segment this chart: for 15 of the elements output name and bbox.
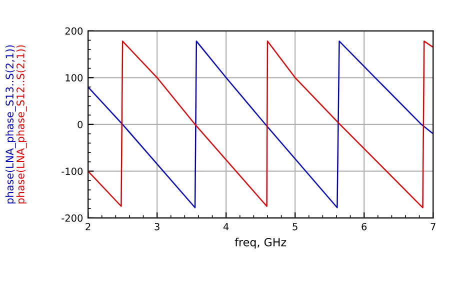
y-tick-label: 200 (65, 27, 83, 35)
text: phase(LNA_phase_S12..S(2,1)) (16, 45, 27, 204)
text: phase(LNA_phase_S13..S(2,1)) (5, 45, 16, 204)
x-tick-label: 4 (223, 223, 229, 230)
y-tick-label: 0 (78, 120, 83, 128)
x-tick-label: 6 (362, 222, 367, 230)
x-tick-label: 5 (292, 223, 298, 230)
x-tick-label: 7 (430, 223, 436, 230)
x-axis-title: freq, GHz (234, 238, 286, 249)
y-tick-label: -100 (62, 168, 83, 176)
y-tick-label: 100 (66, 74, 83, 82)
line-series (88, 40, 434, 208)
x-tick-label: 2 (86, 222, 90, 230)
y-tick-label: -200 (62, 214, 83, 222)
x-tick-label: 3 (154, 222, 160, 230)
